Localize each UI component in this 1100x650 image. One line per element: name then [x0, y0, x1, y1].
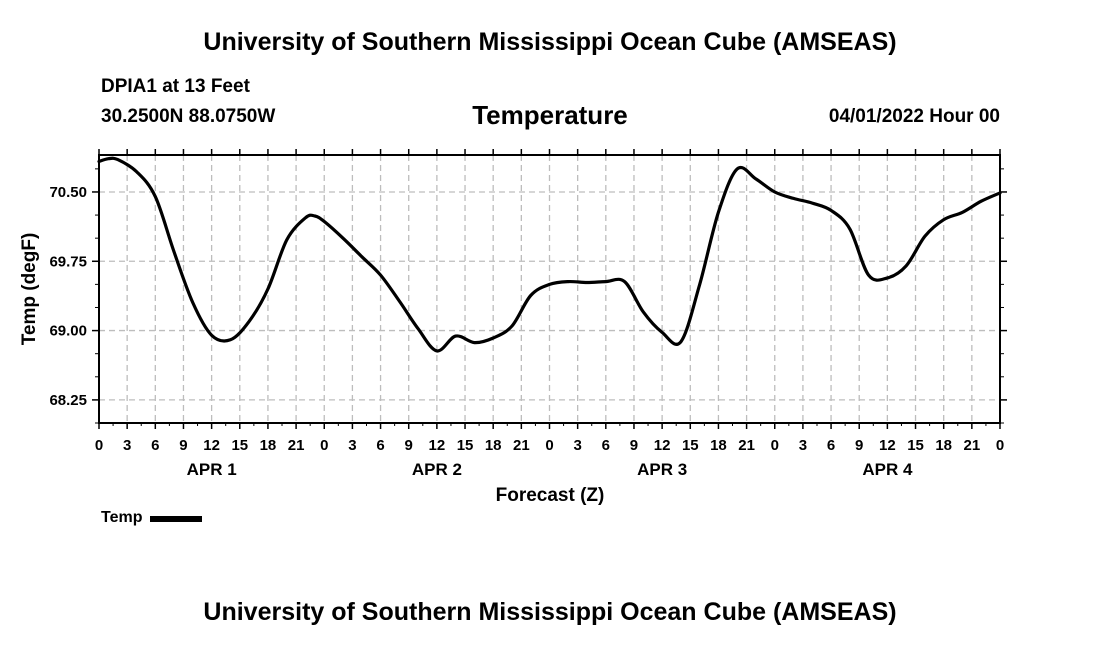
x-tick-label: 12 — [879, 437, 896, 454]
x-tick-label: 3 — [123, 437, 131, 454]
x-tick-label: 15 — [231, 437, 248, 454]
station-label: DPIA1 at 13 Feet — [101, 76, 250, 97]
x-tick-label: 0 — [320, 437, 328, 454]
x-tick-label: 18 — [935, 437, 952, 454]
grid-lines — [99, 155, 1000, 423]
x-tick-label: 6 — [376, 437, 384, 454]
x-tick-label: 3 — [573, 437, 581, 454]
x-tick-label: 18 — [710, 437, 727, 454]
y-tick-label: 69.75 — [49, 253, 87, 270]
x-tick-label: 0 — [996, 437, 1004, 454]
series-line-temp — [97, 156, 1002, 353]
y-axis-label: Temp (degF) — [19, 233, 40, 346]
x-tick-label: 9 — [179, 437, 187, 454]
x-axis-label: Forecast (Z) — [496, 485, 605, 506]
forecast-datetime: 04/01/2022 Hour 00 — [828, 106, 1000, 127]
chart-title: Temperature — [472, 100, 628, 130]
y-tick-label: 69.00 — [49, 323, 87, 340]
axes-group: 0 3 6 9 12 15 18 21 0 3 6 9 12 15 18 21 0 3 6 9 12 15 18 21 0 3 6 9… — [49, 149, 1007, 479]
day-label: APR 1 — [187, 460, 237, 479]
x-tick-label: 3 — [348, 437, 356, 454]
x-tick-label: 9 — [405, 437, 413, 454]
page-title: University of Southern Mississippi Ocean… — [203, 28, 897, 56]
x-tick-label: 15 — [682, 437, 699, 454]
x-tick-label: 6 — [602, 437, 610, 454]
x-tick-label: 21 — [738, 437, 755, 454]
day-label: APR 2 — [412, 460, 462, 479]
x-tick-label: 3 — [799, 437, 807, 454]
x-tick-label: 15 — [907, 437, 924, 454]
x-tick-label: 21 — [964, 437, 981, 454]
legend-line-swatch — [150, 516, 203, 522]
y-tick-label: 70.50 — [49, 184, 87, 201]
x-tick-label: 18 — [260, 437, 277, 454]
series-group — [97, 156, 1002, 353]
x-tick-label: 6 — [151, 437, 159, 454]
x-tick-label: 12 — [203, 437, 220, 454]
x-tick-label: 0 — [771, 437, 779, 454]
x-tick-label: 0 — [545, 437, 553, 454]
day-label: APR 4 — [862, 460, 913, 479]
x-tick-label: 12 — [429, 437, 446, 454]
x-tick-label: 9 — [630, 437, 638, 454]
y-tick-label: 68.25 — [49, 392, 87, 409]
legend-label: Temp — [101, 509, 143, 526]
x-tick-label: 9 — [855, 437, 863, 454]
x-tick-label: 12 — [654, 437, 671, 454]
station-coordinates: 30.2500N 88.0750W — [101, 106, 276, 127]
x-tick-label: 6 — [827, 437, 835, 454]
day-label: APR 3 — [637, 460, 687, 479]
x-tick-label: 15 — [457, 437, 474, 454]
x-tick-label: 21 — [288, 437, 305, 454]
x-tick-label: 18 — [485, 437, 502, 454]
x-tick-label: 0 — [95, 437, 103, 454]
legend: Temp — [101, 509, 203, 527]
footer-title: University of Southern Mississippi Ocean… — [203, 598, 897, 626]
x-tick-label: 21 — [513, 437, 530, 454]
